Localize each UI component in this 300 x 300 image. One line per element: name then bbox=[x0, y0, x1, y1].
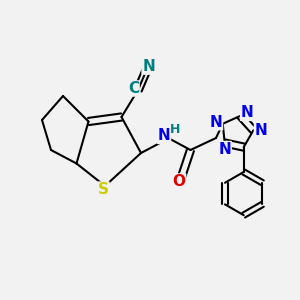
Text: O: O bbox=[172, 174, 186, 189]
Text: H: H bbox=[170, 123, 181, 136]
Text: S: S bbox=[98, 182, 109, 197]
Text: N: N bbox=[210, 115, 223, 130]
Text: N: N bbox=[218, 142, 231, 157]
Text: N: N bbox=[254, 123, 267, 138]
Text: N: N bbox=[158, 128, 170, 143]
Text: N: N bbox=[241, 105, 254, 120]
Text: C: C bbox=[128, 81, 139, 96]
Text: N: N bbox=[142, 59, 155, 74]
